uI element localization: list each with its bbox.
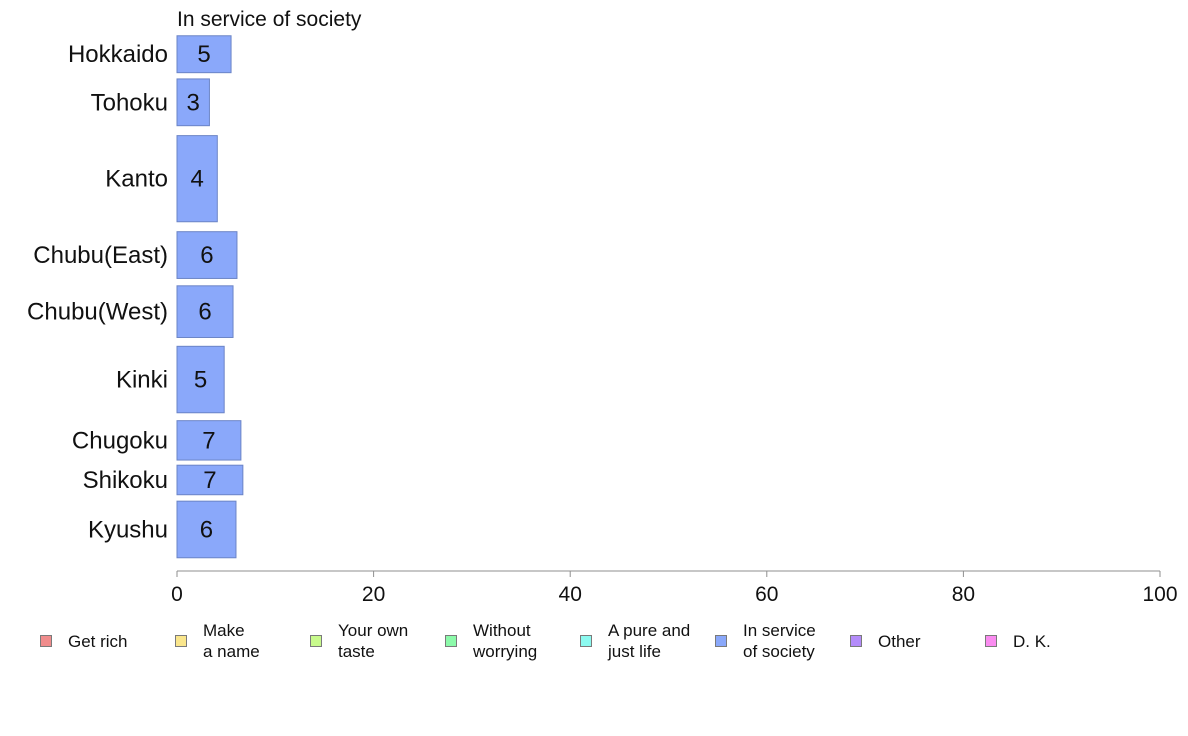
legend-label: Without worrying xyxy=(473,621,538,661)
legend-label: Your own taste xyxy=(338,621,409,661)
bar-shikoku xyxy=(176,464,244,496)
bar-value-label: 3 xyxy=(187,89,200,116)
x-tick-label: 100 xyxy=(1142,583,1177,606)
legend-item: Without worrying xyxy=(445,619,537,663)
legend-label: Make a name xyxy=(203,621,260,661)
legend-label: A pure and just life xyxy=(608,621,691,661)
legend-item: Make a name xyxy=(175,619,260,663)
legend-swatch xyxy=(40,635,52,647)
legend-swatch xyxy=(310,635,322,647)
x-tick-label: 60 xyxy=(755,583,778,606)
bar-tohoku xyxy=(176,78,210,127)
bar-kinki xyxy=(176,345,225,414)
bar-kanto xyxy=(176,135,218,223)
bar-value-label: 4 xyxy=(190,166,203,193)
x-tick-label: 80 xyxy=(952,583,975,606)
x-tick-label: 0 xyxy=(171,583,183,606)
bar-chugoku xyxy=(176,420,242,461)
x-tick-label: 20 xyxy=(362,583,385,606)
legend-swatch xyxy=(715,635,727,647)
bar-hokkaido xyxy=(176,35,232,74)
category-label: Shikoku xyxy=(83,467,168,494)
bar-chubu-west xyxy=(176,285,234,338)
x-tick-label: 40 xyxy=(559,583,582,606)
bar-value-label: 6 xyxy=(200,516,213,543)
category-label: Kinki xyxy=(116,367,168,394)
bar-kyushu xyxy=(176,500,237,559)
bar-value-label: 6 xyxy=(198,299,211,326)
bar-chart: In service of society Hokkaido 5 Tohoku 3 Ka… xyxy=(27,8,1177,606)
category-label: Tohoku xyxy=(91,89,168,116)
legend-label: Other xyxy=(878,631,921,651)
legend-swatch xyxy=(445,635,457,647)
category-label: Chugoku xyxy=(72,427,168,454)
legend-item: In service of society xyxy=(715,619,816,663)
category-label: Kyushu xyxy=(88,516,168,543)
legend-swatch xyxy=(985,635,997,647)
category-label: Hokkaido xyxy=(68,41,168,68)
legend-label: In service of society xyxy=(743,621,816,661)
chart-title: In service of society xyxy=(177,8,362,31)
legend-label: Get rich xyxy=(68,631,128,651)
category-label: Kanto xyxy=(105,166,168,193)
legend-item: D. K. xyxy=(985,619,1051,663)
legend-item: Other xyxy=(850,619,921,663)
legend-label: D. K. xyxy=(1013,631,1051,651)
bar-value-label: 5 xyxy=(197,41,210,68)
bar-value-label: 7 xyxy=(203,467,216,494)
legend-swatch xyxy=(580,635,592,647)
category-label: Chubu(East) xyxy=(33,242,168,269)
bar-value-label: 5 xyxy=(194,367,207,394)
legend-swatch xyxy=(850,635,862,647)
category-label: Chubu(West) xyxy=(27,299,168,326)
legend-swatch xyxy=(175,635,187,647)
bar-chubu-east xyxy=(176,231,238,279)
legend-item: A pure and just life xyxy=(580,619,690,663)
legend-item: Your own taste xyxy=(310,619,408,663)
legend-item: Get rich xyxy=(40,619,128,663)
bar-value-label: 7 xyxy=(202,427,215,454)
bar-value-label: 6 xyxy=(200,242,213,269)
